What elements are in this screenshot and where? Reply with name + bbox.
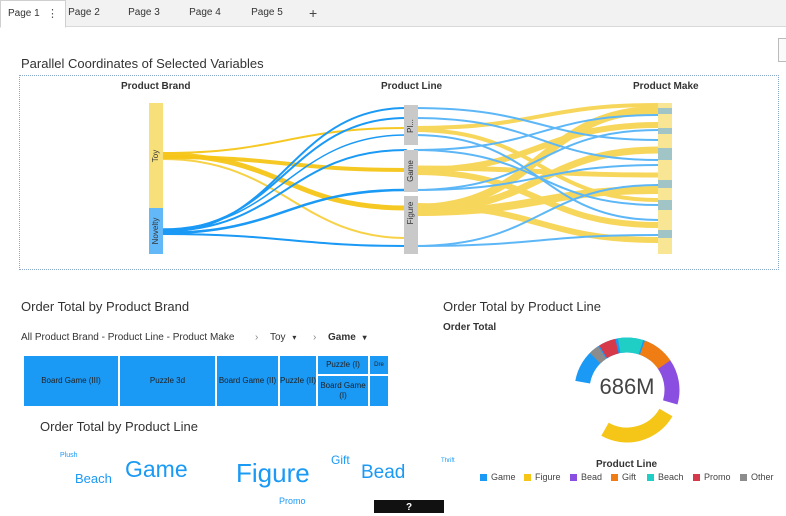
legend-swatch [740, 474, 747, 481]
word-game[interactable]: Game [125, 456, 188, 482]
donut-segment-beach [574, 337, 680, 443]
legend-swatch [524, 474, 531, 481]
breadcrumb-root[interactable]: All Product Brand - Product Line - Produ… [21, 332, 235, 343]
flow-toy-game [161, 155, 408, 172]
legend-item-bead[interactable]: Bead [570, 472, 602, 482]
breadcrumb-game-label: Game [328, 332, 356, 343]
help-button[interactable]: ? [374, 500, 444, 513]
node-label-toy: Toy [151, 150, 160, 162]
node-toy [149, 103, 163, 208]
parallel-coordinates-title: Parallel Coordinates of Selected Variabl… [21, 56, 264, 71]
tab-page-5[interactable]: Page 5 [251, 7, 283, 18]
word-bead[interactable]: Bead [361, 462, 406, 483]
flow-novelty-bottom [162, 233, 407, 247]
node-game [404, 150, 418, 192]
chevron-down-icon: ▾ [362, 333, 367, 342]
word-beach[interactable]: Beach [75, 471, 112, 486]
donut-center-value: 686M [599, 374, 655, 399]
treemap-tile[interactable]: Board Game (II) [216, 355, 279, 407]
legend-label: Gift [622, 472, 637, 482]
treemap-tile[interactable]: Puzzle (II) [279, 355, 317, 407]
tab-page-1[interactable]: Page 1 ⋮ [0, 0, 66, 28]
donut-segment-gift [574, 337, 680, 443]
axis-label-product-make: Product Make [633, 81, 699, 92]
word-thrift[interactable]: Thrift [441, 458, 455, 464]
legend-item-promo[interactable]: Promo [693, 472, 731, 482]
legend-item-figure[interactable]: Figure [524, 472, 561, 482]
legend-label: Promo [704, 472, 731, 482]
flow-novelty-figure [161, 188, 408, 235]
treemap-tile[interactable]: Board Game (I) [317, 375, 369, 407]
legend-item-gift[interactable]: Gift [611, 472, 636, 482]
node-label-figure: Figure [406, 201, 415, 224]
tab-page-3[interactable]: Page 3 [128, 7, 160, 18]
tab-page-4[interactable]: Page 4 [189, 7, 221, 18]
treemap-tile[interactable]: Dre [369, 355, 389, 375]
legend-swatch [647, 474, 654, 481]
axis-product-make [658, 103, 672, 254]
legend-label: Other [751, 472, 774, 482]
treemap-tile[interactable] [369, 375, 389, 407]
breadcrumb-separator: › [313, 332, 317, 343]
panel-toggle-button[interactable] [778, 38, 786, 62]
node-figure [404, 196, 418, 254]
flow-toy-pl [162, 127, 407, 154]
legend-item-other[interactable]: Other [740, 472, 774, 482]
node-label-game: Game [406, 160, 415, 182]
page-tab-bar: Page 1 ⋮ Page 2 Page 3 Page 4 Page 5 + [0, 0, 786, 28]
word-figure[interactable]: Figure [236, 458, 310, 488]
legend-item-game[interactable]: Game [480, 472, 516, 482]
word-gift[interactable]: Gift [331, 453, 350, 467]
breadcrumb-toy-label: Toy [270, 332, 286, 343]
legend-label: Game [491, 472, 516, 482]
treemap-title: Order Total by Product Brand [21, 299, 190, 314]
wordcloud-title: Order Total by Product Line [40, 419, 199, 434]
treemap-tile[interactable]: Puzzle 3d [119, 355, 216, 407]
vertical-dots-icon[interactable]: ⋮ [47, 8, 58, 20]
tab-page-2[interactable]: Page 2 [68, 7, 100, 18]
node-label-novelty: Novelty [151, 218, 160, 245]
word-promo[interactable]: Promo [279, 496, 306, 506]
flow-novelty-pl2 [162, 107, 407, 233]
flow-novelty-pl [162, 117, 407, 231]
breadcrumb-toy[interactable]: Toy ▾ [270, 332, 296, 343]
breadcrumb-separator: › [255, 332, 259, 343]
flow-novelty-mid [162, 134, 407, 230]
legend-swatch [693, 474, 700, 481]
treemap-tile[interactable]: Puzzle (I) [317, 355, 369, 375]
legend-label: Bead [581, 472, 603, 482]
donut-segment-figure [574, 337, 680, 443]
breadcrumb-game[interactable]: Game ▾ [328, 332, 367, 343]
axis-label-product-brand: Product Brand [121, 81, 191, 92]
node-pl [404, 105, 418, 145]
donut-chart [574, 337, 680, 443]
parallel-coordinates-frame [19, 75, 779, 270]
axis-label-product-line: Product Line [381, 81, 443, 92]
flow-novelty-game [162, 149, 407, 232]
legend-swatch [480, 474, 487, 481]
treemap-tile[interactable]: Board Game (III) [23, 355, 119, 407]
legend-label: Beach [658, 472, 684, 482]
legend-label: Figure [535, 472, 561, 482]
chevron-down-icon: ▾ [292, 333, 297, 342]
donut-subtitle: Order Total [443, 322, 497, 333]
node-novelty [149, 208, 163, 254]
donut-title: Order Total by Product Line [443, 299, 602, 314]
word-plush[interactable]: Plush [60, 452, 78, 459]
legend-swatch [611, 474, 618, 481]
tab-page-1-label: Page 1 [8, 8, 40, 19]
legend-swatch [570, 474, 577, 481]
legend-title: Product Line [596, 459, 658, 470]
legend-item-beach[interactable]: Beach [647, 472, 684, 482]
add-tab-button[interactable]: + [309, 5, 318, 21]
flow-toy-lower [162, 158, 407, 239]
node-label-pl: Pl... [406, 119, 415, 133]
